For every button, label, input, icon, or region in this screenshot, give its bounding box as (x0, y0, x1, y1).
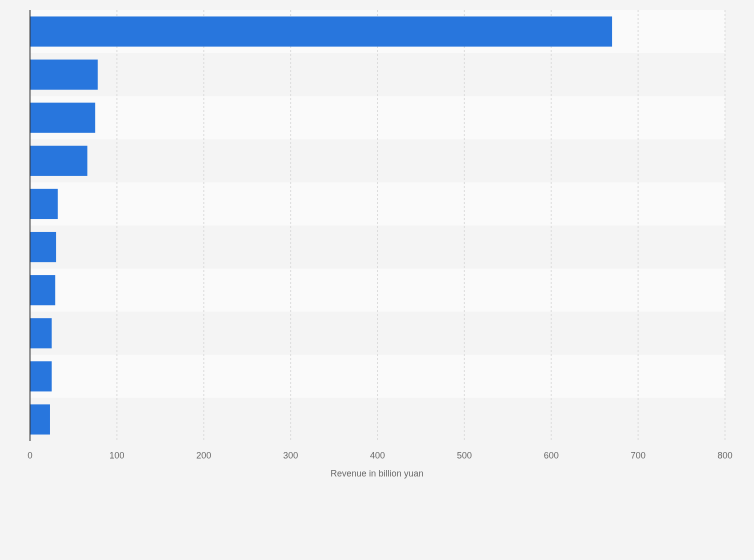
bar (30, 231, 57, 263)
x-tick-label: 200 (196, 450, 211, 460)
bar (30, 361, 52, 392)
bar (30, 318, 52, 349)
bar (30, 102, 96, 133)
x-tick-label: 300 (283, 450, 298, 460)
bar (30, 16, 613, 47)
bar (30, 275, 56, 306)
x-axis-label: Revenue in billion yuan (330, 468, 423, 478)
bar (30, 145, 88, 176)
bar (30, 188, 58, 220)
x-tick-label: 500 (457, 450, 472, 460)
x-tick-label: 0 (27, 450, 32, 460)
x-tick-label: 600 (544, 450, 559, 460)
x-tick-label: 100 (109, 450, 124, 460)
x-tick-label: 800 (717, 450, 732, 460)
x-tick-label: 700 (631, 450, 646, 460)
bar (30, 404, 50, 435)
x-tick-label: 400 (370, 450, 385, 460)
bar (30, 59, 98, 90)
